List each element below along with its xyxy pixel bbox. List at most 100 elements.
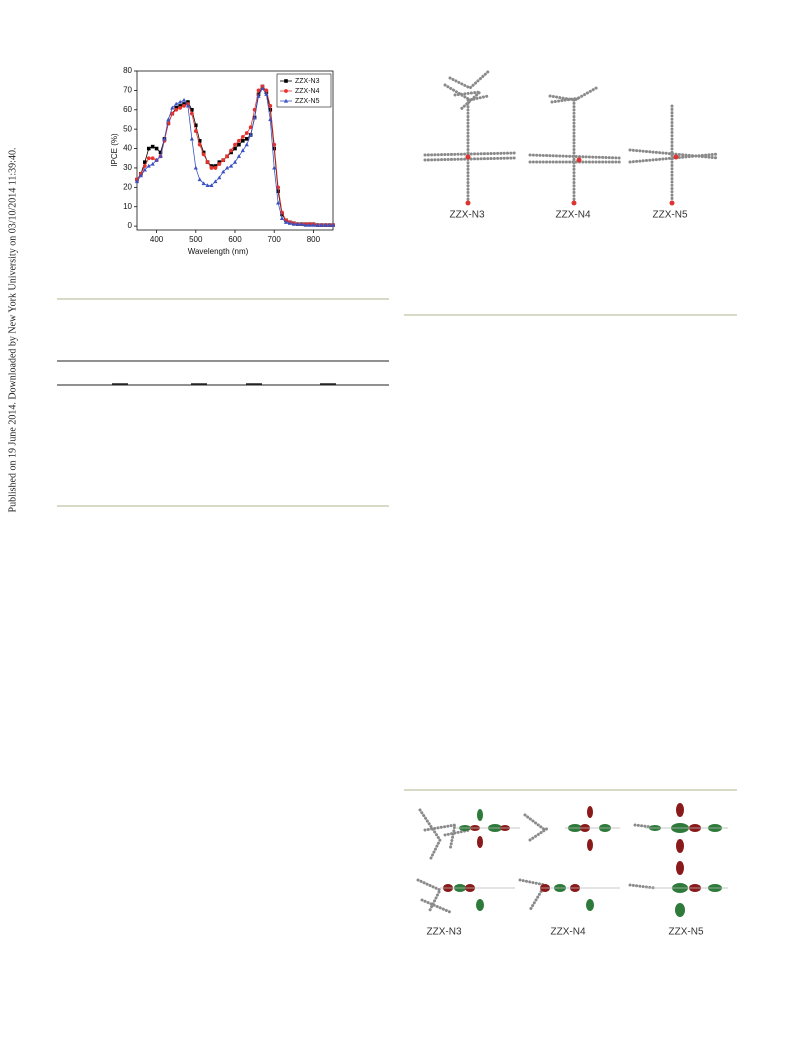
marker xyxy=(303,222,308,227)
x-tick-label: 600 xyxy=(228,235,242,244)
marker xyxy=(142,167,147,172)
marker xyxy=(197,142,202,147)
marker xyxy=(229,148,233,153)
marker xyxy=(276,200,281,205)
marker xyxy=(326,222,332,227)
marker xyxy=(170,105,175,110)
marker xyxy=(217,175,222,180)
marker xyxy=(189,136,194,141)
marker xyxy=(146,163,151,168)
y-tick-label: 0 xyxy=(128,221,133,230)
marker xyxy=(209,164,214,168)
marker xyxy=(295,221,300,226)
marker xyxy=(240,148,245,153)
marker xyxy=(178,99,183,104)
marker xyxy=(311,222,316,227)
marker xyxy=(283,220,289,224)
marker xyxy=(185,103,191,108)
y-tick-label: 30 xyxy=(123,163,132,172)
series-line xyxy=(136,87,333,226)
marker xyxy=(299,221,304,226)
figure-label: ZZX-N3 xyxy=(450,210,485,221)
marker xyxy=(209,166,214,170)
x-tick-label: 700 xyxy=(268,235,282,244)
marker xyxy=(241,139,245,143)
marker xyxy=(193,129,198,134)
marker xyxy=(283,98,289,103)
figure-label: ZZX-N4 xyxy=(556,210,591,221)
marker xyxy=(193,165,198,170)
marker xyxy=(166,117,171,122)
marker xyxy=(225,154,230,159)
side-note: Published on 19 June 2014. Downloaded by… xyxy=(7,148,18,513)
figure-label: ZZX-N5 xyxy=(669,927,704,938)
marker xyxy=(154,146,159,151)
x-tick-label: 800 xyxy=(307,235,321,244)
marker xyxy=(143,160,147,164)
y-tick-label: 40 xyxy=(123,144,132,153)
legend-label: ZZX-N4 xyxy=(295,88,320,95)
marker xyxy=(213,164,218,168)
marker xyxy=(213,179,218,184)
marker xyxy=(158,154,163,158)
marker xyxy=(272,142,277,147)
marker xyxy=(174,107,179,112)
marker xyxy=(201,150,206,155)
marker xyxy=(150,161,155,166)
marker xyxy=(174,101,179,106)
marker xyxy=(182,102,186,106)
x-tick-label: 400 xyxy=(150,235,164,244)
legend-label: ZZX-N5 xyxy=(295,98,320,105)
marker xyxy=(256,94,261,98)
y-tick-label: 50 xyxy=(123,124,132,133)
figure-label: ZZX-N3 xyxy=(427,927,462,938)
marker xyxy=(201,181,206,186)
y-axis-label: IPCE (%) xyxy=(110,133,119,167)
series-line xyxy=(136,85,333,226)
marker xyxy=(268,117,273,122)
marker xyxy=(284,79,288,83)
y-tick-label: 70 xyxy=(123,85,132,94)
marker xyxy=(142,164,147,168)
marker xyxy=(162,136,167,141)
marker xyxy=(194,123,198,128)
marker xyxy=(154,157,159,162)
y-tick-label: 10 xyxy=(123,202,132,211)
marker xyxy=(189,111,194,116)
ipce-chart: Wavelength (nm) IPCE (%) 400 500 600 700 800… xyxy=(110,66,336,256)
marker xyxy=(244,137,249,141)
marker xyxy=(264,92,269,96)
marker xyxy=(205,183,210,188)
marker xyxy=(276,185,281,190)
marker xyxy=(150,144,155,149)
marker xyxy=(260,86,265,91)
marker xyxy=(178,105,183,110)
marker xyxy=(256,88,261,93)
marker xyxy=(330,222,336,227)
marker xyxy=(233,146,237,151)
marker xyxy=(315,222,320,227)
marker xyxy=(276,189,280,194)
marker xyxy=(201,152,206,157)
marker xyxy=(279,216,285,220)
marker xyxy=(138,173,144,178)
marker xyxy=(319,222,324,227)
figure-label: ZZX-N4 xyxy=(551,927,586,938)
marker xyxy=(248,125,253,130)
marker xyxy=(248,132,253,137)
y-tick-label: 60 xyxy=(123,105,132,114)
marker xyxy=(236,154,242,158)
marker xyxy=(217,162,222,166)
marker xyxy=(213,166,218,170)
marker xyxy=(221,169,226,174)
marker xyxy=(252,115,257,120)
x-axis-label: Wavelength (nm) xyxy=(188,247,249,256)
marker xyxy=(228,163,234,168)
marker xyxy=(225,165,230,170)
marker xyxy=(240,135,245,139)
marker xyxy=(233,142,237,147)
marker xyxy=(264,88,269,93)
x-tick-label: 500 xyxy=(189,235,203,244)
